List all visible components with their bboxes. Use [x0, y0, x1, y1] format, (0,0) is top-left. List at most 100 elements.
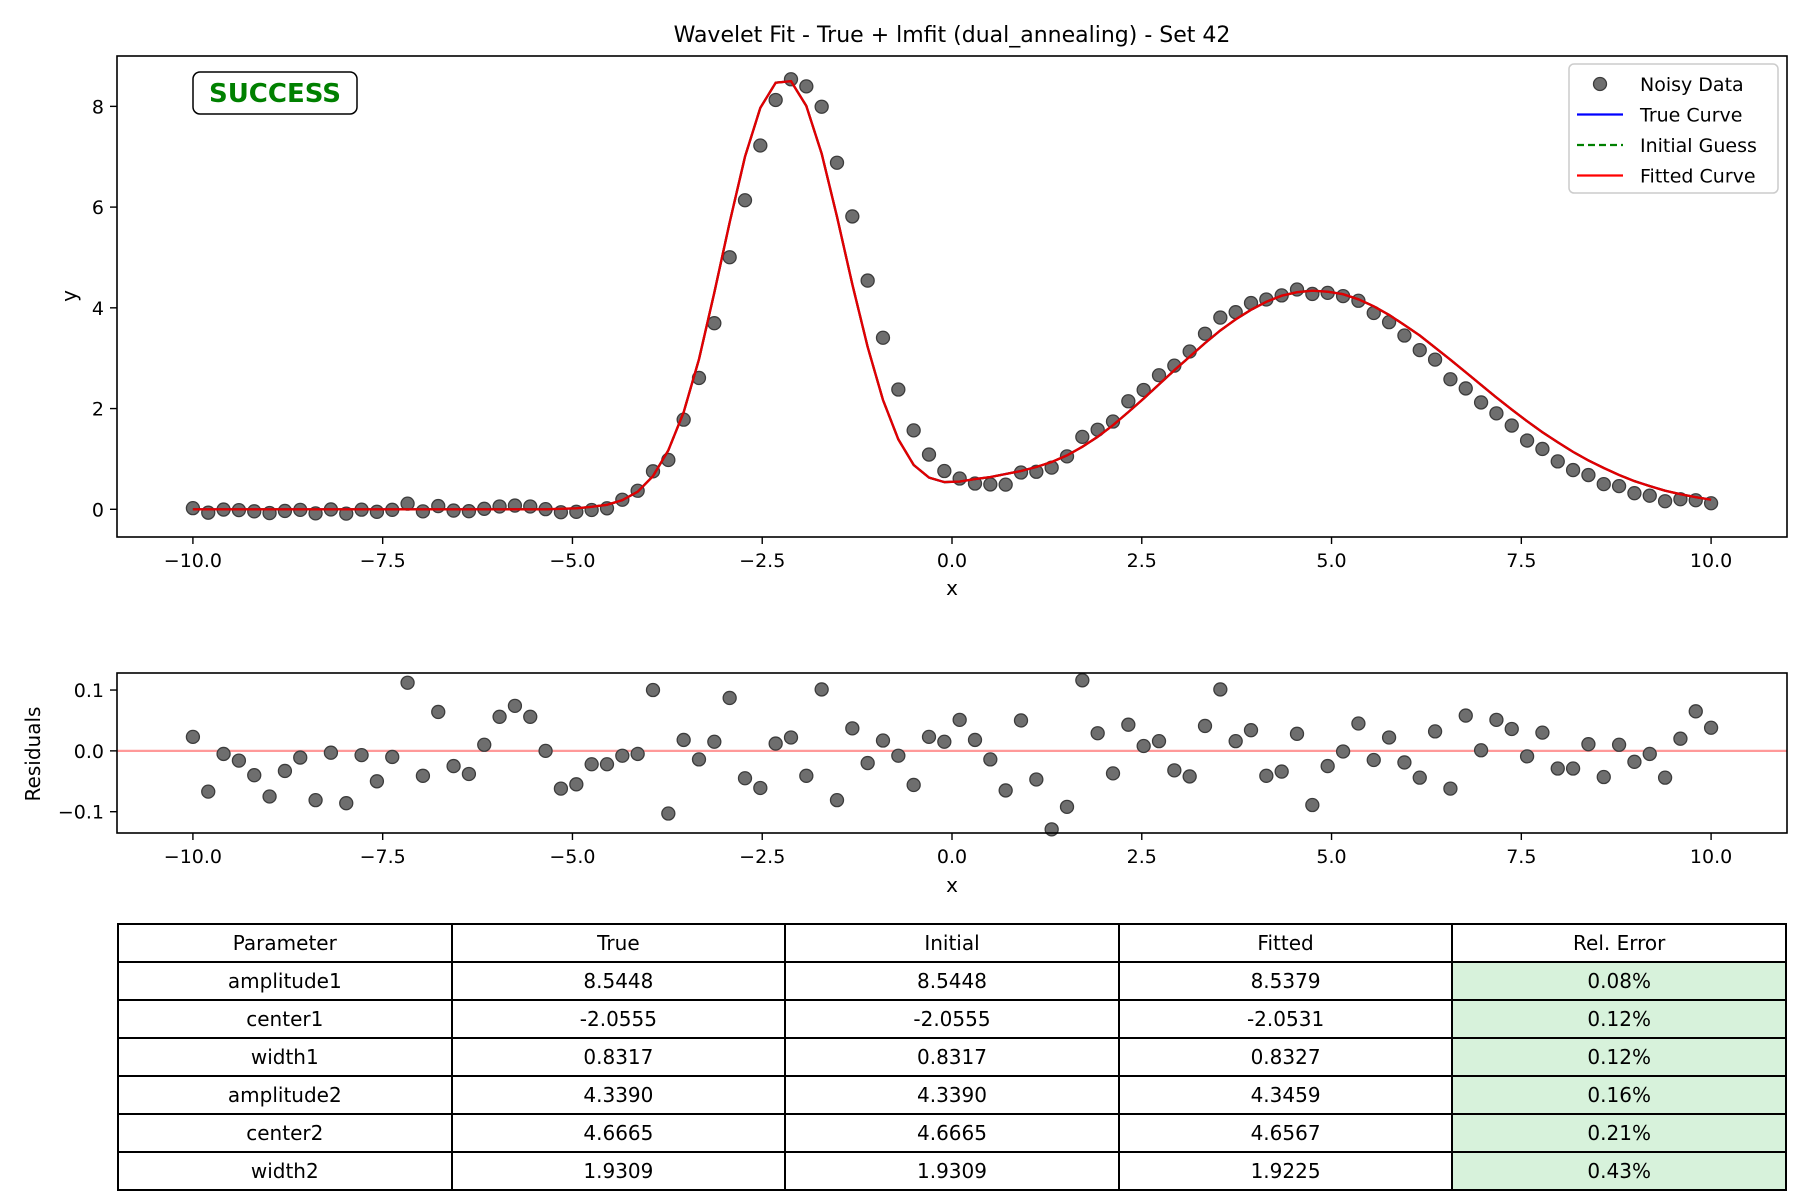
rel-error-cell: 0.16%: [1451, 1075, 1787, 1115]
x-tick-label: −10.0: [164, 846, 222, 868]
data-point: [1213, 682, 1228, 697]
data-point: [1581, 737, 1596, 752]
table-cell: amplitude2: [117, 1075, 453, 1115]
table-header-row: Parameter True Initial Fitted Rel. Error: [117, 923, 1787, 963]
main-plot: [185, 72, 1719, 521]
y-tick-label: 4: [92, 298, 104, 320]
x-tick-label: 10.0: [1690, 550, 1732, 572]
table-header-cell: Fitted: [1117, 923, 1454, 963]
data-point: [1381, 730, 1397, 745]
table-cell: 4.6567: [1117, 1113, 1454, 1153]
data-point: [1243, 723, 1259, 738]
data-point: [615, 748, 630, 763]
data-point: [1013, 713, 1029, 728]
data-point: [461, 766, 477, 782]
data-point: [385, 749, 400, 765]
data-point: [1167, 763, 1182, 778]
table-row: width2 1.9309 1.9309 1.9225 0.43%: [117, 1151, 1787, 1191]
data-point: [1550, 454, 1565, 469]
data-point: [1657, 494, 1673, 509]
table-cell: 0.8327: [1117, 1037, 1454, 1077]
data-point: [1657, 770, 1673, 785]
main-x-axis: −10.0 −7.5 −5.0 −2.5 0.0 2.5 5.0 7.5 10.0: [164, 537, 1732, 572]
table-cell: 8.5448: [784, 961, 1120, 1001]
data-point: [247, 768, 262, 783]
data-point: [1489, 712, 1504, 727]
data-point: [983, 477, 998, 492]
table-cell: 8.5448: [450, 961, 787, 1001]
table-cell: width2: [117, 1151, 453, 1191]
data-point: [845, 721, 860, 736]
x-tick-label: 7.5: [1506, 846, 1536, 868]
data-point: [1274, 764, 1289, 779]
data-point: [645, 464, 661, 479]
data-point: [461, 504, 477, 519]
data-point: [845, 209, 860, 224]
data-point: [216, 746, 231, 762]
data-point: [1596, 476, 1611, 492]
data-point: [1519, 433, 1535, 448]
data-point: [814, 99, 829, 114]
data-point: [431, 704, 446, 720]
table-header-cell: Parameter: [117, 923, 453, 963]
table-cell: 0.8317: [784, 1037, 1120, 1077]
data-point: [875, 733, 891, 748]
data-point: [998, 477, 1013, 492]
data-point: [293, 750, 308, 765]
data-point: [599, 757, 615, 772]
table-cell: amplitude1: [117, 961, 453, 1001]
data-point: [906, 423, 921, 438]
legend-marker: [1592, 76, 1608, 92]
data-point: [1121, 717, 1136, 732]
data-point: [783, 730, 799, 745]
data-point: [492, 499, 507, 514]
legend: Noisy Data True Curve Initial Guess Fitted …: [1568, 63, 1779, 194]
data-point: [707, 734, 722, 749]
table-row: amplitude1 8.5448 8.5448 8.5379 0.08%: [117, 961, 1787, 1001]
success-annotation: SUCCESS: [192, 71, 358, 115]
x-tick-label: −5.0: [549, 550, 595, 572]
x-tick-label: −10.0: [164, 550, 222, 572]
data-point: [1535, 441, 1550, 457]
data-point: [1504, 418, 1519, 433]
legend-label: Noisy Data: [1640, 74, 1744, 96]
main-y-axis-label: y: [57, 290, 81, 302]
data-point: [1642, 746, 1657, 762]
data-point: [262, 789, 277, 804]
data-point: [1550, 761, 1565, 776]
residual-x-axis-label: x: [946, 873, 958, 897]
data-point: [937, 734, 952, 749]
data-point: [1611, 478, 1627, 494]
residual-x-axis: −10.0 −7.5 −5.0 −2.5 0.0 2.5 5.0 7.5 10.0: [164, 833, 1732, 868]
table-header-cell: Initial: [784, 923, 1120, 963]
table-cell: 0.8317: [450, 1037, 787, 1077]
initial-guess-line: [192, 80, 1712, 511]
data-point: [967, 732, 983, 748]
y-tick-label: 0.1: [74, 680, 104, 702]
data-point: [247, 504, 262, 519]
data-point: [400, 675, 415, 690]
rel-error-cell: 0.08%: [1451, 961, 1787, 1001]
table-cell: 1.9309: [784, 1151, 1120, 1191]
table-row: center1 -2.0555 -2.0555 -2.0531 0.12%: [117, 999, 1787, 1039]
data-point: [645, 682, 661, 698]
data-point: [308, 792, 323, 808]
data-point: [1182, 769, 1197, 784]
data-point: [722, 690, 737, 706]
y-tick-label: 6: [92, 197, 104, 219]
x-tick-label: 0.0: [937, 550, 967, 572]
data-point: [630, 746, 645, 762]
data-point: [1427, 724, 1443, 739]
data-point: [676, 732, 691, 748]
x-tick-label: 0.0: [937, 846, 967, 868]
legend-label: Initial Guess: [1640, 135, 1757, 157]
x-tick-label: −7.5: [360, 550, 406, 572]
data-point: [1627, 486, 1642, 501]
table-cell: center1: [117, 999, 453, 1039]
data-point: [983, 752, 998, 767]
data-point: [998, 783, 1013, 798]
data-point: [185, 729, 201, 745]
x-tick-label: 5.0: [1316, 550, 1346, 572]
data-point: [1412, 770, 1427, 785]
